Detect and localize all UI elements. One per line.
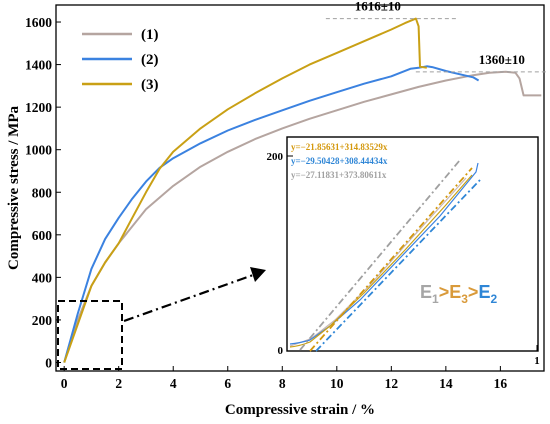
modulus-e2-letter: E	[478, 282, 490, 302]
x-tick-label-14: 14	[439, 376, 453, 391]
inset-curve-1	[289, 177, 467, 347]
zoom-arrow-line	[123, 272, 257, 323]
x-tick-label-2: 2	[115, 376, 122, 391]
x-tick-label-6: 6	[224, 376, 231, 391]
inset-fit-line-1	[299, 159, 461, 351]
inset-fit-line-2	[315, 179, 481, 352]
x-axis-ticks: 0 2 4 6 8 10 12 14 16	[61, 366, 508, 391]
x-tick-label-8: 8	[279, 376, 286, 391]
series-line-2	[63, 65, 480, 363]
legend-label-1: (1)	[141, 27, 159, 43]
modulus-e1-letter: E	[420, 282, 432, 302]
inset-equation-1: y=−27.11831+373.80611x	[291, 170, 387, 180]
x-tick-label-10: 10	[330, 376, 344, 391]
y-tick-label-400: 400	[32, 270, 53, 285]
y-tick-label-1600: 1600	[25, 15, 52, 30]
peak-label-1: 1616±10	[355, 0, 401, 14]
modulus-e3-sub: 3	[461, 292, 468, 306]
series-line-3	[63, 17, 427, 363]
inset-equation-3: y=−21.85631+314.83529x	[291, 142, 388, 152]
y-axis-title: Compressive stress / MPa	[6, 106, 22, 271]
inset-zoom-panel: 200 0 1 y=−21.85631+314.83529x y=−29.504…	[267, 136, 540, 367]
modulus-gt-1: >	[439, 282, 450, 302]
modulus-e3-letter: E	[449, 282, 461, 302]
inset-y-tick-label-200: 200	[267, 151, 284, 163]
y-tick-label-1000: 1000	[25, 143, 52, 158]
x-tick-label-12: 12	[385, 376, 399, 391]
y-tick-label-800: 800	[32, 185, 53, 200]
inset-y-tick-label-0: 0	[278, 345, 284, 357]
peak-label-2: 1360±10	[479, 52, 525, 67]
modulus-e2-sub: 2	[490, 292, 497, 306]
y-tick-label-0: 0	[45, 355, 52, 370]
legend: (1) (2) (3)	[82, 27, 159, 93]
y-tick-label-200: 200	[32, 313, 53, 328]
x-axis-title: Compressive strain / %	[225, 402, 375, 418]
legend-label-2: (2)	[141, 52, 159, 68]
modulus-gt-2: >	[468, 282, 479, 302]
peak-annotations: 1616±10 1360±10	[325, 0, 546, 73]
y-tick-label-1200: 1200	[25, 100, 52, 115]
inset-curve-3	[289, 174, 473, 348]
inset-equation-2: y=−29.50428+308.44434x	[291, 156, 388, 166]
x-tick-label-4: 4	[170, 376, 177, 391]
plot-frame	[55, 4, 545, 372]
x-tick-label-0: 0	[61, 376, 68, 391]
y-axis-ticks: 0 200 400 600 800 1000 1200 1400 1600	[25, 15, 61, 370]
legend-label-3: (3)	[141, 77, 159, 93]
zoom-arrow-head	[250, 267, 266, 282]
modulus-order-label: E1>E3>E2	[420, 282, 497, 306]
inset-fit-line-3	[309, 167, 473, 352]
y-tick-label-600: 600	[32, 228, 53, 243]
inset-x-tick-label-1: 1	[534, 355, 540, 367]
y-tick-label-1400: 1400	[25, 58, 52, 73]
inset-curves	[289, 159, 481, 352]
x-tick-label-16: 16	[494, 376, 508, 391]
modulus-e1-sub: 1	[432, 292, 439, 306]
zoom-region-box	[57, 300, 123, 370]
